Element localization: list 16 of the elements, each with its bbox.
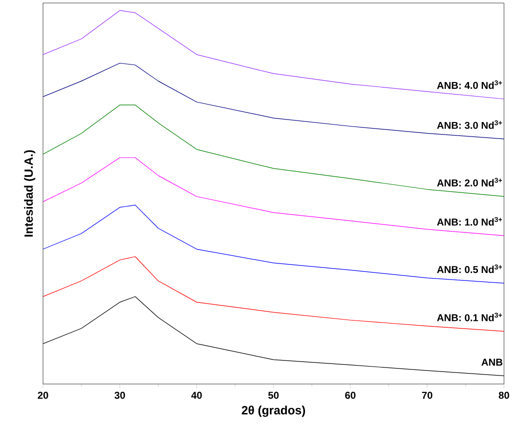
series-label: ANB <box>481 358 502 366</box>
x-tick-label: 30 <box>114 392 125 399</box>
text: ANB: 0.5 Nd$^{3+}$ <box>437 264 502 274</box>
x-tick-label: 20 <box>38 392 48 399</box>
x-tick-label: 50 <box>268 392 279 399</box>
y-axis-title: Intesidad (U.A.) <box>24 150 36 237</box>
x-tick-label: 40 <box>191 392 202 399</box>
text: ANB: 0.1 Nd$^{3+}$ <box>437 312 502 322</box>
x-tick-label: 60 <box>345 392 356 399</box>
x-tick-label: 80 <box>498 392 510 399</box>
x-tick-label: 70 <box>422 392 432 399</box>
x-axis-title: 2θ (grados) <box>242 406 306 417</box>
text: ANB: 4.0 Nd$^{3+}$ <box>437 80 502 89</box>
text: ANB: 1.0 Nd$^{3+}$ <box>437 217 502 226</box>
text: ANB: 3.0 Nd$^{3+}$ <box>437 120 502 129</box>
text: ANB: 2.0 Nd$^{3+}$ <box>437 178 502 186</box>
